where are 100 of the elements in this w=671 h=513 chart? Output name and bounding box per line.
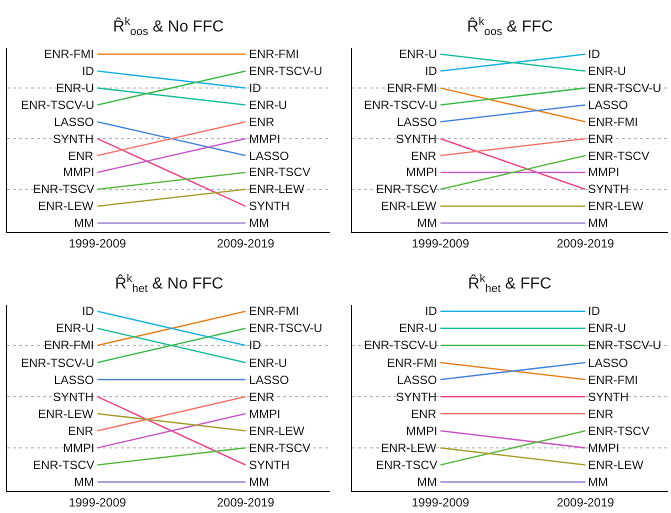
chart-title: R̂$^{k}$$_{het}$ & No FFC <box>115 273 224 296</box>
series-label: LASSO <box>54 373 94 387</box>
text: ENR-LEW <box>38 199 94 213</box>
series-label: ID <box>588 47 600 61</box>
chart-title: R̂$^{k}$$_{oos}$ & FFC <box>467 16 553 38</box>
series-label: ENR-TSCV <box>588 149 650 163</box>
text: ENR-TSCV <box>249 441 310 455</box>
text: MMPI <box>406 424 438 438</box>
series-label: ENR-FMI <box>588 115 638 129</box>
x-tick-label: 1999-2009 <box>412 496 470 510</box>
x-tick-label: 1999-2009 <box>68 236 126 250</box>
text: SYNTH <box>396 390 437 404</box>
series-label: ENR-TSCV-U <box>21 98 94 112</box>
x-tick-label: 2009-2019 <box>556 236 614 250</box>
text: MMPI <box>406 165 438 179</box>
text: MMPI <box>249 407 280 421</box>
text: MMPI <box>249 132 280 146</box>
chart-title: R̂$^{k}$$_{oos}$ & No FFC <box>113 16 224 38</box>
text: ENR <box>411 407 436 421</box>
series-label: ENR-U <box>588 64 626 78</box>
x-tick-label: 1999-2009 <box>68 496 126 510</box>
series-label: ENR-FMI <box>588 373 638 387</box>
text: LASSO <box>249 149 290 163</box>
series-label: ENR <box>588 407 614 421</box>
text: ENR-TSCV-U <box>249 321 322 335</box>
series-label: ENR <box>249 115 275 129</box>
text: ENR-FMI <box>387 356 437 370</box>
series-label: MM <box>588 216 608 230</box>
series-label: ENR <box>249 390 275 404</box>
text: ENR-LEW <box>38 407 94 421</box>
text: ID <box>425 64 437 78</box>
text: MM <box>417 216 437 230</box>
series-label: ID <box>82 64 94 78</box>
series-label: ENR-TSCV <box>33 458 94 472</box>
text: ENR-TSCV <box>376 182 438 196</box>
series-label: ENR-FMI <box>44 338 94 352</box>
text: SYNTH <box>53 132 94 146</box>
x-tick-label: 2009-2019 <box>216 496 275 510</box>
series-label: ENR-TSCV <box>33 182 94 196</box>
series-label: LASSO <box>54 115 94 129</box>
text: LASSO <box>397 115 438 129</box>
text: ENR <box>68 149 94 163</box>
text: ENR <box>68 424 94 438</box>
series-label: SYNTH <box>249 458 290 472</box>
series-label: ID <box>82 304 94 318</box>
series-label: ID <box>588 304 600 318</box>
text: ENR-TSCV-U <box>249 64 322 78</box>
text: ID <box>249 81 261 95</box>
text: ENR-FMI <box>249 47 299 61</box>
text: ENR-U <box>249 98 287 112</box>
series-label: LASSO <box>588 356 628 370</box>
series-label: ENR-TSCV-U <box>21 356 94 370</box>
text: LASSO <box>397 373 438 387</box>
series-label: ENR-TSCV-U <box>588 81 662 95</box>
series-label: MM <box>74 475 94 489</box>
x-tick-label: 1999-2009 <box>412 236 470 250</box>
series-label: ENR-U <box>56 321 94 335</box>
series-label: MMPI <box>588 165 620 179</box>
text: ENR-TSCV <box>376 458 438 472</box>
text: ENR-U <box>399 47 437 61</box>
text: ENR-TSCV-U <box>364 98 438 112</box>
text: ENR-FMI <box>249 304 299 318</box>
series-label: SYNTH <box>588 390 629 404</box>
series-label: MMPI <box>63 441 94 455</box>
text: MM <box>249 216 269 230</box>
text: SYNTH <box>53 390 94 404</box>
text: MM <box>417 475 437 489</box>
series-label: MM <box>588 475 608 489</box>
text: ENR-FMI <box>387 81 437 95</box>
series-label: ENR-FMI <box>44 47 94 61</box>
series-label: ENR-U <box>588 321 626 335</box>
series-label: ENR-TSCV-U <box>588 338 662 352</box>
text: ENR-U <box>249 356 287 370</box>
text: LASSO <box>249 373 290 387</box>
series-label: ENR-U <box>56 81 94 95</box>
series-label: SYNTH <box>588 182 629 196</box>
text: MM <box>249 475 269 489</box>
text: ENR <box>411 149 436 163</box>
text: ENR-LEW <box>381 441 436 455</box>
text: ENR-TSCV-U <box>364 338 438 352</box>
series-label: ENR-LEW <box>588 199 644 213</box>
series-label: LASSO <box>588 98 628 112</box>
series-label: MMPI <box>588 441 620 455</box>
text: ENR-U <box>399 321 437 335</box>
series-label: ENR <box>588 132 614 146</box>
chart-title: R̂$^{k}$$_{het}$ & FFC <box>468 273 552 296</box>
series-label: ENR-LEW <box>588 458 644 472</box>
text: ID <box>425 304 437 318</box>
series-label: ENR-LEW <box>249 424 306 438</box>
series-label: MM <box>74 216 94 230</box>
text: ID <box>249 338 261 352</box>
series-label: SYNTH <box>249 199 290 213</box>
series-label: ENR-LEW <box>249 182 306 196</box>
series-label: ENR-TSCV <box>588 424 650 438</box>
text: SYNTH <box>396 132 437 146</box>
series-label: MMPI <box>63 165 94 179</box>
x-tick-label: 2009-2019 <box>216 236 275 250</box>
text: ENR-TSCV <box>249 165 310 179</box>
text: ENR-LEW <box>381 199 436 213</box>
x-tick-label: 2009-2019 <box>556 496 614 510</box>
